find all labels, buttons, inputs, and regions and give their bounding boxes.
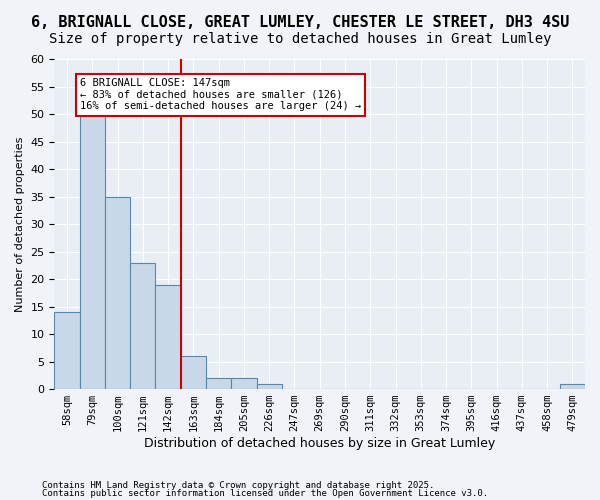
Bar	[105, 196, 130, 389]
Bar	[257, 384, 282, 389]
Text: 6 BRIGNALL CLOSE: 147sqm
← 83% of detached houses are smaller (126)
16% of semi-: 6 BRIGNALL CLOSE: 147sqm ← 83% of detach…	[80, 78, 361, 112]
Text: Contains HM Land Registry data © Crown copyright and database right 2025.: Contains HM Land Registry data © Crown c…	[42, 481, 434, 490]
Bar	[155, 284, 181, 389]
Text: Size of property relative to detached houses in Great Lumley: Size of property relative to detached ho…	[49, 32, 551, 46]
Bar	[560, 384, 585, 389]
Bar	[181, 356, 206, 389]
X-axis label: Distribution of detached houses by size in Great Lumley: Distribution of detached houses by size …	[144, 437, 496, 450]
Bar	[231, 378, 257, 389]
Text: Contains public sector information licensed under the Open Government Licence v3: Contains public sector information licen…	[42, 488, 488, 498]
Text: 6, BRIGNALL CLOSE, GREAT LUMLEY, CHESTER LE STREET, DH3 4SU: 6, BRIGNALL CLOSE, GREAT LUMLEY, CHESTER…	[31, 15, 569, 30]
Bar	[206, 378, 231, 389]
Bar	[130, 262, 155, 389]
Bar	[80, 114, 105, 389]
Y-axis label: Number of detached properties: Number of detached properties	[15, 136, 25, 312]
Bar	[55, 312, 80, 389]
